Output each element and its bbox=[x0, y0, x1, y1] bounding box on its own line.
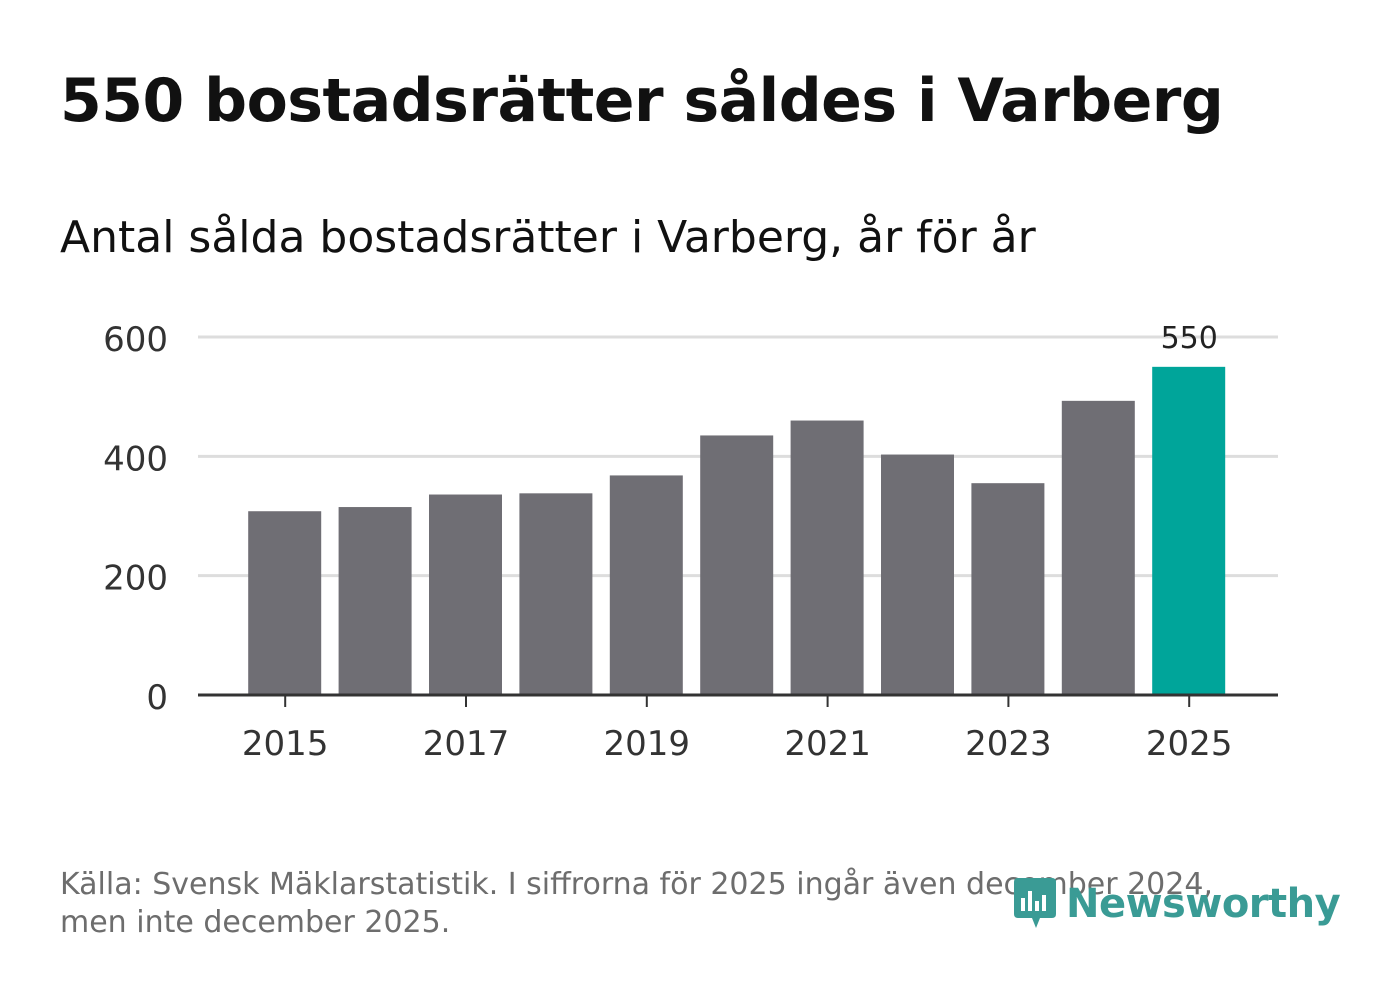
axes bbox=[198, 693, 1278, 707]
chart-subtitle: Antal sålda bostadsrätter i Varberg, år … bbox=[60, 212, 1036, 263]
labels: 0 200 400 600 2015 2017 2019 2021 2023 2025 550 bbox=[103, 320, 1232, 764]
y-tick-label: 600 bbox=[103, 320, 168, 360]
x-tick-label: 2019 bbox=[604, 724, 691, 764]
y-tick-label: 0 bbox=[146, 678, 168, 718]
bars bbox=[248, 366, 1226, 695]
bar-2025 bbox=[1152, 366, 1226, 695]
x-tick-label: 2017 bbox=[423, 724, 510, 764]
bar-2017 bbox=[429, 494, 502, 695]
bar-2023 bbox=[971, 483, 1045, 695]
newsworthy-logo-text: Newsworthy bbox=[1066, 881, 1341, 927]
bar-2021 bbox=[790, 420, 864, 695]
bar-2020 bbox=[700, 435, 774, 695]
newsworthy-logo-icon bbox=[1014, 878, 1056, 928]
x-tick-label: 2021 bbox=[784, 724, 871, 764]
bar-2018 bbox=[519, 493, 593, 695]
bar-2022 bbox=[881, 454, 954, 695]
x-tick-label: 2025 bbox=[1146, 724, 1233, 764]
newsworthy-logo: Newsworthy bbox=[1010, 876, 1341, 932]
y-tick-label: 200 bbox=[103, 559, 168, 599]
bar-2019 bbox=[609, 475, 683, 695]
bar-value-label: 550 bbox=[1161, 321, 1218, 356]
bar-2015 bbox=[248, 511, 322, 695]
x-tick-label: 2023 bbox=[965, 724, 1052, 764]
bar-2016 bbox=[338, 507, 412, 695]
x-tick-label: 2015 bbox=[242, 724, 329, 764]
chart-title: 550 bostadsrätter såldes i Varberg bbox=[60, 66, 1224, 136]
y-tick-label: 400 bbox=[103, 439, 168, 479]
bar-2024 bbox=[1061, 400, 1135, 695]
